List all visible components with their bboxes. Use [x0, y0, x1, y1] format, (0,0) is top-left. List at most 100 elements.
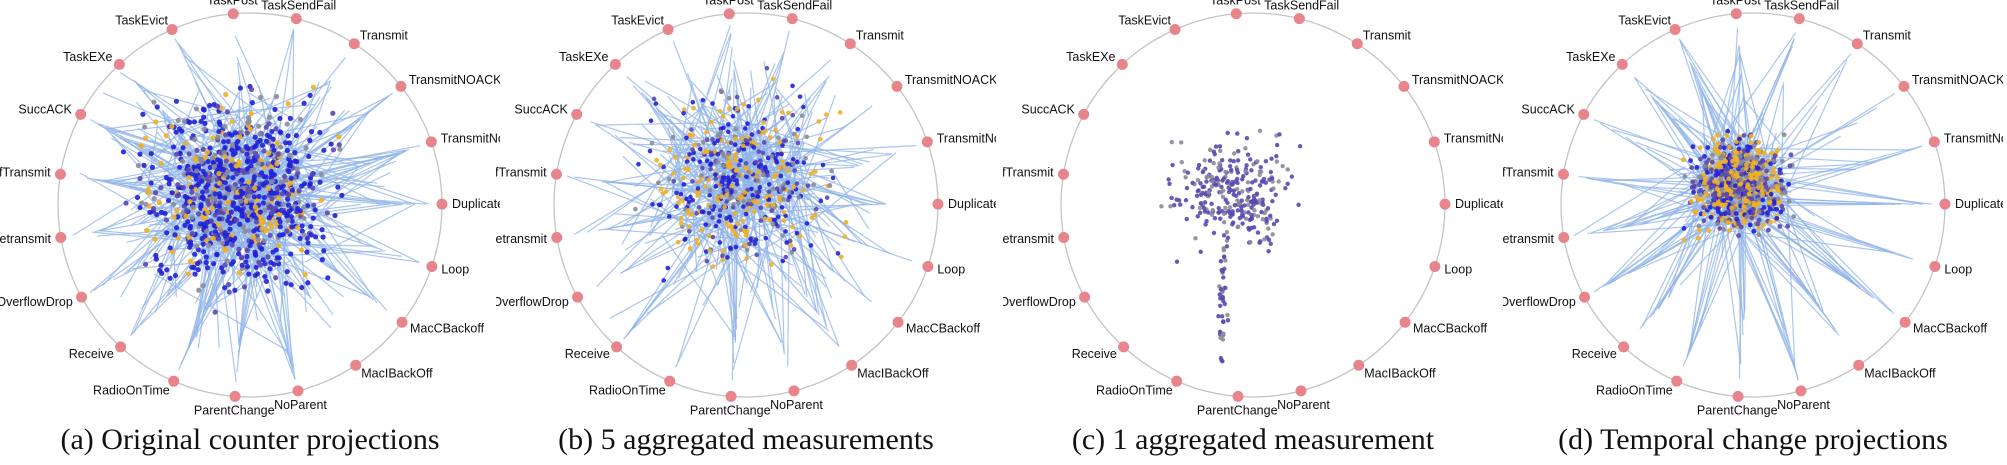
anchor-selftransmit	[550, 168, 562, 180]
anchor-taskexe	[1616, 58, 1628, 70]
anchor-label: TaskSendFail	[261, 0, 336, 13]
anchor-label: NoParent	[770, 398, 823, 412]
anchor-label: ParentChange	[1197, 403, 1278, 417]
anchor-label: ParentChange	[1697, 403, 1778, 417]
anchor-label: SuccACK	[514, 103, 568, 117]
panel-d: TaskPost TaskSendFail Transmit TransmitNOAC…	[1503, 0, 2003, 465]
anchor-tasksendfail	[786, 13, 798, 25]
anchor-tasksendfail	[290, 13, 302, 25]
anchor-duplicate	[436, 198, 448, 210]
anchor-selftransmit	[1557, 168, 1569, 180]
anchor-label: Transmit	[1863, 28, 1912, 42]
panel-b: TaskPost TaskSendFail Transmit TransmitNOAC…	[496, 0, 996, 465]
anchor-label: RadioOnTime	[589, 383, 666, 397]
anchor-retransmit	[1058, 231, 1070, 243]
anchor-tasksendfail	[1793, 13, 1805, 25]
anchor-label: SelfTransmit	[1503, 166, 1554, 180]
anchor-transmit	[348, 38, 360, 50]
anchor-retransmit	[55, 231, 67, 243]
anchor-label: Retransmit	[1003, 232, 1054, 246]
anchor-selftransmit	[1057, 168, 1069, 180]
anchor-taskpost	[723, 8, 735, 20]
anchor-loop	[426, 261, 438, 273]
anchor-label: TaskSendFail	[757, 0, 832, 13]
anchor-transmitnoackretrans	[1428, 136, 1440, 148]
anchor-label: SuccACK	[18, 103, 72, 117]
anchor-label: ParentChange	[690, 403, 771, 417]
anchor-label: TaskEvict	[115, 13, 168, 27]
anchor-label: TransmitNOACKDROP	[1412, 73, 1503, 87]
anchor-label: MacCBackoff	[1413, 321, 1488, 335]
anchor-taskpost	[1230, 8, 1242, 20]
anchor-retransmit	[551, 231, 563, 243]
anchor-succack	[1078, 108, 1090, 120]
anchor-taskpost	[1730, 8, 1742, 20]
anchor-taskevict	[1169, 24, 1181, 36]
anchor-noparent	[788, 385, 800, 397]
anchor-taskexe	[609, 58, 621, 70]
radviz-plot-d: TaskPost TaskSendFail Transmit TransmitNOAC…	[1503, 0, 2003, 417]
anchor-maccbackoff	[1399, 316, 1411, 328]
anchor-label: TransmitNoAckRetrans	[441, 132, 500, 146]
anchor-label: TaskEXe	[63, 50, 112, 64]
anchor-label: TaskEvict	[1618, 13, 1671, 27]
anchor-receive	[611, 341, 623, 353]
anchor-transmitnoackdrop	[1398, 80, 1410, 92]
anchor-label: TransmitNoAckRetrans	[1444, 132, 1503, 146]
anchor-transmit	[1351, 38, 1363, 50]
anchor-label: TaskEXe	[1566, 50, 1615, 64]
anchor-taskevict	[1669, 24, 1681, 36]
anchor-parentchange	[229, 390, 241, 402]
anchor-transmitnoackretrans	[425, 136, 437, 148]
anchor-label: Retransmit	[0, 232, 51, 246]
anchor-label: MacCBackoff	[906, 321, 981, 335]
anchor-label: MacCBackoff	[410, 321, 485, 335]
radviz-plot-c: TaskPost TaskSendFail Transmit TransmitNOAC…	[1003, 0, 1503, 417]
anchor-maccbackoff	[396, 316, 408, 328]
anchor-loop	[922, 261, 934, 273]
anchor-label: TaskPost	[703, 0, 754, 8]
anchor-label: TransmitNoAckRetrans	[1944, 132, 2003, 146]
anchor-receiveoverflowdrop	[572, 291, 584, 303]
anchor-duplicate	[932, 198, 944, 210]
anchor-transmitnoackdrop	[1898, 80, 1910, 92]
anchor-noparent	[1295, 385, 1307, 397]
anchor-label: Retransmit	[496, 232, 547, 246]
anchor-label: SuccACK	[1521, 103, 1575, 117]
anchor-label: TaskEXe	[1066, 50, 1115, 64]
anchor-label: Retransmit	[1503, 232, 1554, 246]
anchor-label: Receive	[69, 347, 114, 361]
anchor-succack	[75, 108, 87, 120]
anchor-parentchange	[1232, 390, 1244, 402]
anchor-receiveoverflowdrop	[1079, 291, 1091, 303]
panel-a: TaskPost TaskSendFail Transmit TransmitNOAC…	[0, 0, 500, 465]
anchor-label: TaskSendFail	[1264, 0, 1339, 13]
anchor-label: Transmit	[856, 28, 905, 42]
anchor-label: Loop	[1444, 263, 1472, 277]
edges	[566, 25, 917, 381]
anchor-label: MacIBackOff	[857, 367, 929, 381]
points	[633, 65, 849, 283]
anchor-taskexe	[1116, 58, 1128, 70]
anchor-parentchange	[1732, 390, 1744, 402]
anchor-retransmit	[1558, 231, 1570, 243]
anchor-maccbackoff	[1899, 316, 1911, 328]
anchor-noparent	[292, 385, 304, 397]
anchor-label: Transmit	[1363, 28, 1412, 42]
anchor-label: MacIBackOff	[1364, 367, 1436, 381]
radviz-plot-b: TaskPost TaskSendFail Transmit TransmitNOAC…	[496, 0, 996, 417]
anchor-transmitnoackdrop	[891, 80, 903, 92]
anchor-taskpost	[227, 8, 239, 20]
anchor-taskexe	[113, 58, 125, 70]
anchor-label: TaskPost	[1710, 0, 1761, 8]
anchor-transmitnoackdrop	[395, 80, 407, 92]
anchor-transmitnoackretrans	[1928, 136, 1940, 148]
anchor-label: Loop	[441, 263, 469, 277]
anchor-label: Duplicate	[1955, 197, 2003, 211]
anchor-label: TaskPost	[1210, 0, 1261, 8]
caption-b: (b) 5 aggregated measurements	[558, 423, 934, 456]
